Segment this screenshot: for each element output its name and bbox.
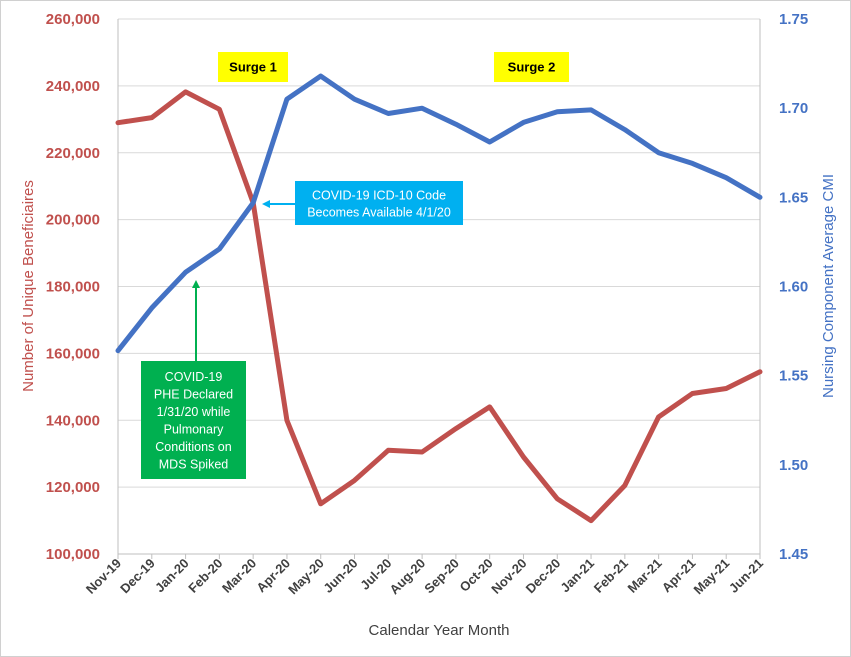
point-cmi: [116, 349, 120, 353]
point-cmi: [454, 122, 458, 126]
point-cmi: [623, 128, 627, 132]
y-tick-label-left: 100,000: [46, 546, 100, 563]
point-beneficiaries: [184, 90, 188, 94]
point-cmi: [758, 195, 762, 199]
phe-callout-text: Conditions on: [155, 440, 231, 454]
point-beneficiaries: [589, 519, 593, 523]
x-tick-label: Mar-21: [625, 556, 665, 596]
point-beneficiaries: [116, 121, 120, 125]
point-cmi: [420, 106, 424, 110]
y-tick-label-right: 1.70: [779, 100, 808, 117]
x-tick-label: Mar-20: [219, 556, 259, 596]
point-cmi: [657, 151, 661, 155]
phe-callout-box: [141, 361, 246, 479]
point-cmi: [690, 161, 694, 165]
series-line-beneficiaries: [115, 89, 763, 524]
phe-callout-text: Pulmonary: [164, 423, 224, 437]
x-tick-label: Jan-20: [152, 556, 192, 596]
y-axis-title-right: Nursing Component Average CMI: [820, 174, 837, 398]
surge-2-label-text: Surge 2: [508, 59, 556, 74]
x-tick-label: Dec-20: [523, 556, 564, 597]
y-tick-label-right: 1.55: [779, 368, 808, 385]
y-axis-title-left: Number of Unique Beneficiaires: [20, 180, 37, 392]
series-line-cmi: [115, 73, 763, 354]
point-beneficiaries: [353, 478, 357, 482]
x-tick-label: Sep-20: [421, 556, 462, 597]
icd10-callout-text: COVID-19 ICD-10 Code: [312, 188, 446, 202]
point-beneficiaries: [285, 418, 289, 422]
y-tick-label-right: 1.65: [779, 189, 808, 206]
point-cmi: [217, 247, 221, 251]
point-beneficiaries: [690, 392, 694, 395]
phe-callout-text: MDS Spiked: [159, 458, 229, 472]
annotations: Surge 1 Surge 2 COVID-19 ICD-10 Code Become…: [141, 52, 569, 479]
axes: 100,000 120,000 140,000 160,000 180,000 200,0…: [46, 11, 808, 597]
point-beneficiaries: [150, 116, 154, 120]
point-beneficiaries: [454, 427, 458, 431]
y-tick-label-right: 1.75: [779, 11, 808, 28]
x-tick-label: Aug-20: [386, 556, 428, 598]
icd10-callout-text: Becomes Available 4/1/20: [307, 205, 451, 219]
point-cmi: [488, 140, 492, 144]
y-tick-label-left: 140,000: [46, 412, 100, 429]
y-tick-label-left: 120,000: [46, 479, 100, 496]
point-cmi: [319, 74, 323, 78]
y-tick-label-left: 220,000: [46, 145, 100, 162]
point-cmi: [251, 201, 255, 205]
y-tick-label-left: 260,000: [46, 11, 100, 28]
point-beneficiaries: [386, 448, 390, 452]
point-beneficiaries: [217, 107, 221, 111]
x-tick-label: Jun-21: [726, 556, 766, 596]
x-tick-label: May-21: [691, 556, 733, 598]
point-beneficiaries: [488, 405, 492, 409]
phe-callout-text: 1/31/20 while: [157, 405, 231, 419]
y-tick-label-right: 1.50: [779, 457, 808, 474]
series: [115, 73, 763, 524]
x-tick-label: Dec-19: [117, 556, 158, 597]
point-beneficiaries: [758, 370, 762, 374]
x-tick-label: May-20: [285, 556, 327, 598]
point-beneficiaries: [623, 483, 627, 487]
point-cmi: [285, 97, 289, 101]
y-tick-label-left: 180,000: [46, 279, 100, 296]
point-cmi: [589, 108, 593, 112]
x-tick-label: Jun-20: [320, 556, 360, 596]
y-tick-label-right: 1.45: [779, 546, 808, 563]
phe-callout-text: PHE Declared: [154, 388, 233, 402]
point-beneficiaries: [724, 386, 728, 390]
point-cmi: [353, 97, 357, 101]
icd10-callout-box: [295, 181, 463, 225]
y-tick-label-right: 1.60: [779, 279, 808, 296]
point-beneficiaries: [521, 455, 525, 459]
surge-1-label-box: [218, 52, 288, 82]
point-beneficiaries: [319, 502, 323, 506]
x-axis-title: Calendar Year Month: [369, 622, 510, 639]
point-cmi: [724, 176, 728, 180]
x-tick-label: Nov-20: [488, 556, 529, 597]
surge-1-label-text: Surge 1: [229, 59, 277, 74]
x-tick-label: Feb-20: [185, 556, 225, 596]
point-beneficiaries: [420, 450, 424, 454]
point-cmi: [386, 112, 390, 116]
surge-2-label-box: [494, 52, 569, 82]
point-cmi: [521, 120, 525, 124]
y-tick-label-left: 160,000: [46, 345, 100, 362]
x-tick-label: Feb-21: [591, 556, 631, 596]
y-tick-label-left: 240,000: [46, 78, 100, 95]
y-tick-label-left: 200,000: [46, 212, 100, 229]
point-cmi: [555, 110, 559, 114]
point-cmi: [150, 306, 154, 310]
point-beneficiaries: [657, 415, 661, 419]
point-cmi: [184, 270, 188, 274]
phe-callout-text: COVID-19: [165, 370, 223, 384]
point-beneficiaries: [555, 497, 559, 501]
x-tick-label: Jan-21: [557, 556, 597, 596]
